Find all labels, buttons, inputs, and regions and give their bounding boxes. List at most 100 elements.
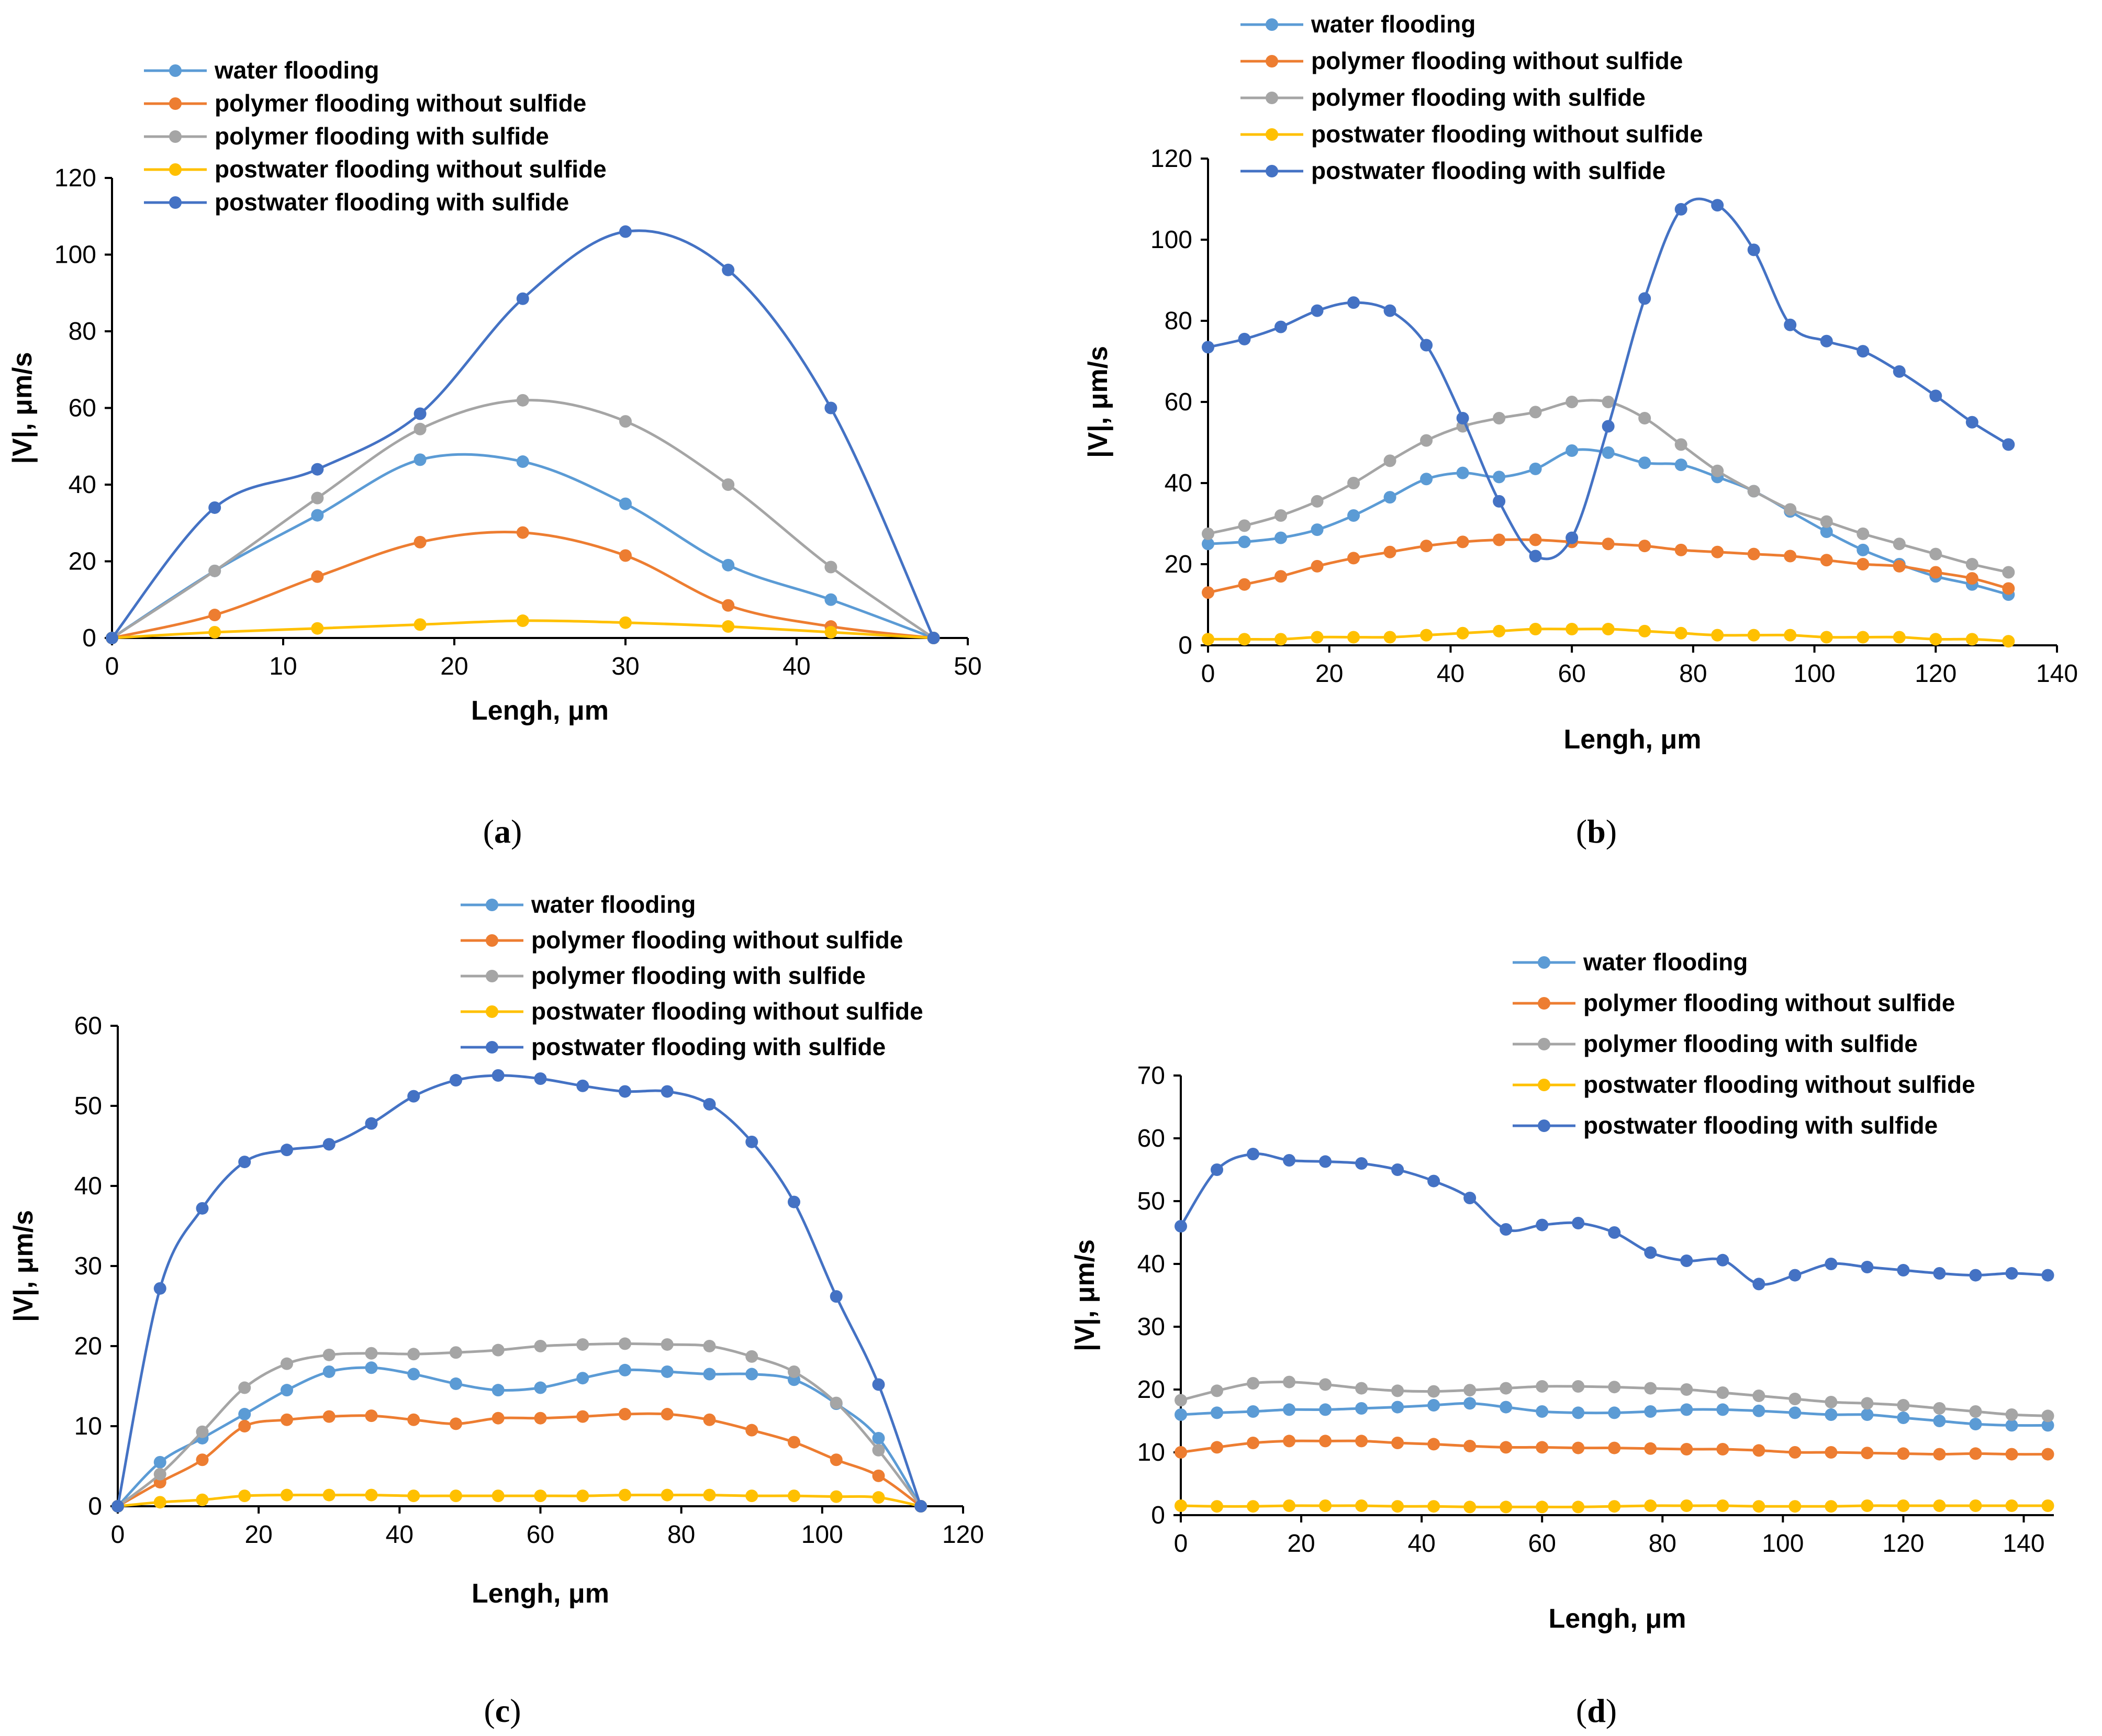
data-point: [619, 1408, 631, 1421]
data-point: [1202, 341, 1214, 354]
data-point: [153, 1455, 166, 1469]
data-point: [1420, 540, 1433, 553]
data-point: [1383, 491, 1396, 504]
data-point: [450, 1377, 462, 1390]
legend-item: postwater flooding with sulfide: [461, 1033, 886, 1060]
data-point: [516, 292, 529, 305]
data-point: [1493, 624, 1506, 637]
data-point: [722, 599, 735, 612]
data-point: [1602, 623, 1615, 635]
data-point: [1747, 485, 1760, 498]
data-point: [1969, 1447, 1982, 1460]
data-point: [196, 1453, 209, 1466]
data-point: [1283, 1403, 1296, 1416]
data-point: [1752, 1278, 1765, 1291]
data-point: [830, 1290, 843, 1303]
x-tick-label: 10: [269, 653, 297, 680]
data-point: [1784, 550, 1797, 563]
data-point: [1784, 629, 1797, 642]
data-point: [1247, 1377, 1260, 1390]
series-postwater-flooding-with-sulfide: [106, 225, 940, 644]
legend-label: water flooding: [214, 57, 379, 84]
legend-item: postwater flooding without sulfide: [461, 998, 923, 1025]
data-point: [1747, 243, 1760, 256]
data-point: [830, 1453, 843, 1466]
data-point: [1861, 1397, 1874, 1410]
panel-label-b: (b): [1576, 813, 1617, 850]
data-point: [824, 401, 837, 415]
data-point: [1638, 624, 1651, 637]
data-point: [703, 1368, 716, 1381]
data-point: [1283, 1499, 1296, 1512]
data-point: [1933, 1267, 1946, 1280]
data-point: [1897, 1447, 1910, 1460]
data-point: [1716, 1443, 1729, 1455]
series-line: [117, 1493, 921, 1508]
data-point: [1202, 527, 1214, 540]
data-point: [1857, 345, 1870, 358]
data-point: [1391, 1163, 1404, 1176]
data-point: [1857, 527, 1870, 540]
data-point: [491, 1412, 505, 1425]
series-water-flooding: [1175, 1397, 2054, 1432]
y-tick-label: 100: [1150, 226, 1192, 254]
data-point: [1536, 1218, 1549, 1231]
data-point: [534, 1072, 547, 1085]
legend-item: polymer flooding with sulfide: [1240, 84, 1646, 111]
data-point: [914, 1500, 927, 1513]
series-postwater-flooding-without-sulfide: [106, 614, 940, 644]
data-point: [322, 1365, 336, 1378]
y-tick-label: 0: [82, 624, 96, 652]
data-point: [1211, 1406, 1224, 1419]
data-point: [1897, 1264, 1910, 1276]
series-line: [116, 1074, 922, 1507]
data-point: [661, 1408, 674, 1421]
data-point: [1933, 1402, 1946, 1415]
data-point: [322, 1138, 336, 1151]
data-point: [1355, 1382, 1368, 1395]
data-point: [661, 1338, 674, 1351]
data-point: [1825, 1408, 1838, 1421]
data-point: [491, 1069, 505, 1082]
legend-label: polymer flooding without sulfide: [531, 926, 903, 954]
data-point: [1965, 416, 1978, 429]
series-line: [117, 1412, 922, 1508]
data-point: [1175, 1446, 1187, 1459]
data-point: [619, 415, 632, 428]
data-point: [1427, 1174, 1440, 1188]
legend-item: polymer flooding with sulfide: [1513, 1030, 1918, 1057]
data-point: [1965, 633, 1978, 646]
x-tick-label: 40: [1407, 1530, 1435, 1558]
data-point: [1383, 304, 1396, 317]
data-point: [491, 1384, 505, 1397]
data-point: [1536, 1500, 1549, 1514]
data-point: [1572, 1441, 1585, 1454]
data-point: [1965, 558, 1978, 570]
legend-label: postwater flooding without sulfide: [1583, 1071, 1975, 1098]
data-point: [1716, 1386, 1729, 1399]
data-point: [1644, 1382, 1657, 1395]
data-point: [281, 1384, 293, 1397]
data-point: [1355, 1402, 1368, 1415]
data-point: [1572, 1217, 1585, 1229]
series-postwater-flooding-without-sulfide: [111, 1488, 927, 1513]
series-postwater-flooding-with-sulfide: [1175, 1148, 2054, 1291]
y-axis-title: |V|, μm/s: [8, 1210, 39, 1322]
data-point: [1247, 1405, 1260, 1418]
data-point: [1383, 454, 1396, 467]
data-point: [788, 1195, 800, 1208]
data-point: [1493, 412, 1506, 424]
data-point: [1929, 566, 1942, 579]
data-point: [872, 1443, 885, 1457]
data-point: [1784, 318, 1797, 331]
y-tick-label: 40: [74, 1172, 102, 1200]
data-point: [407, 1413, 420, 1426]
data-point: [1347, 509, 1360, 522]
data-point: [1500, 1441, 1513, 1454]
data-point: [1283, 1154, 1296, 1167]
data-point: [153, 1468, 166, 1481]
data-point: [1319, 1499, 1332, 1512]
x-tick-label: 60: [527, 1521, 554, 1549]
data-point: [1463, 1384, 1477, 1397]
data-point: [1929, 633, 1942, 646]
